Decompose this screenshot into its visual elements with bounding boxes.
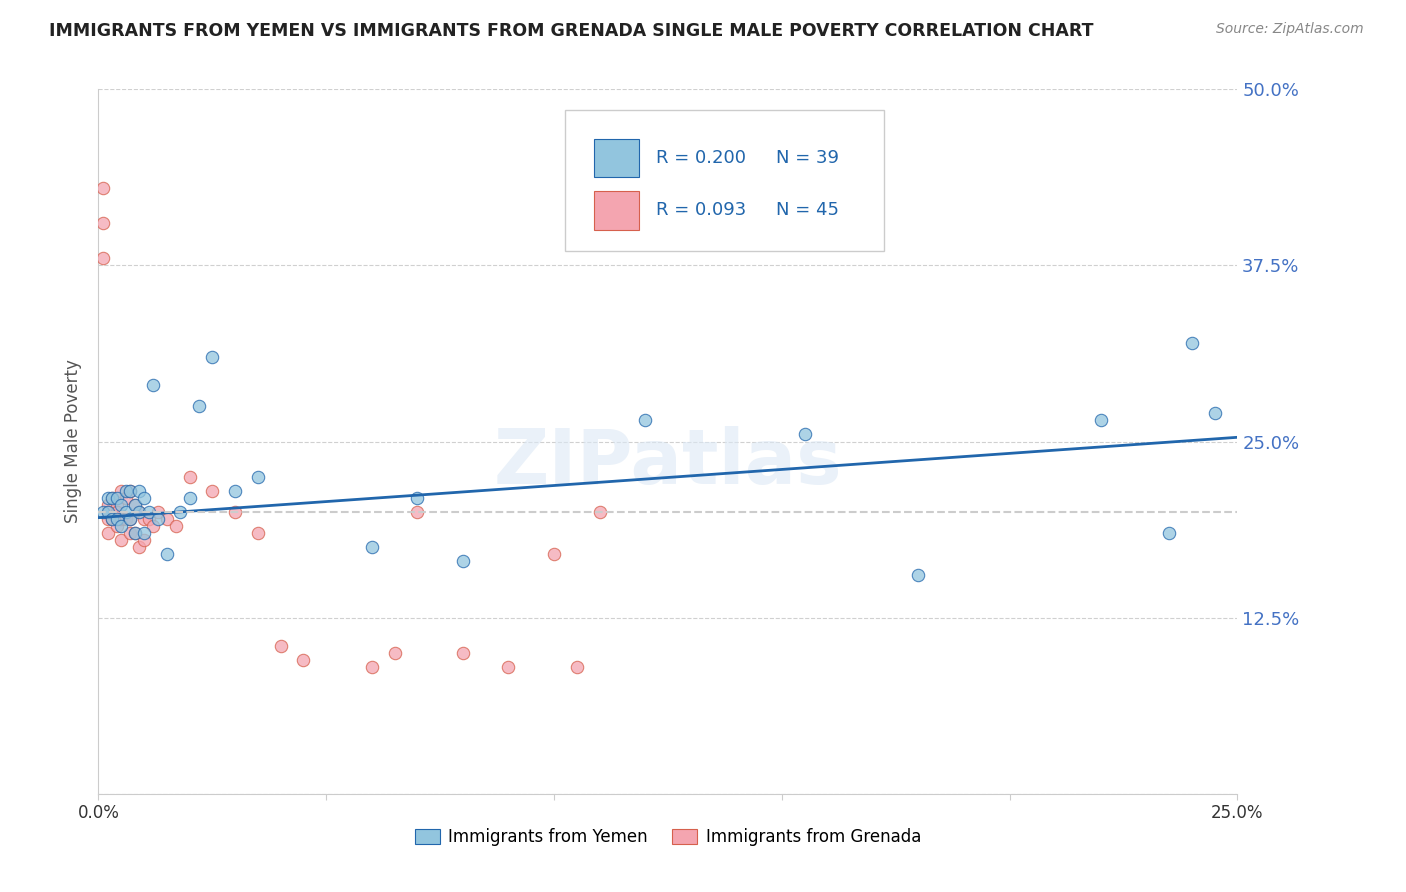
- Point: [120, 512, 142, 526]
- Point: [187, 399, 209, 413]
- Point: [156, 547, 179, 561]
- Point: [146, 512, 169, 526]
- Point: [124, 526, 146, 541]
- Point: [406, 505, 429, 519]
- Point: [91, 216, 114, 230]
- Point: [124, 526, 146, 541]
- Point: [1181, 335, 1204, 350]
- Text: IMMIGRANTS FROM YEMEN VS IMMIGRANTS FROM GRENADA SINGLE MALE POVERTY CORRELATION: IMMIGRANTS FROM YEMEN VS IMMIGRANTS FROM…: [49, 22, 1094, 40]
- Point: [406, 491, 429, 505]
- Point: [110, 512, 132, 526]
- Point: [96, 491, 118, 505]
- Point: [292, 653, 315, 667]
- Point: [110, 483, 132, 498]
- Point: [451, 554, 474, 568]
- Point: [201, 350, 224, 364]
- Point: [270, 639, 292, 653]
- Point: [179, 491, 201, 505]
- Point: [110, 533, 132, 548]
- Bar: [593, 138, 640, 178]
- Point: [142, 519, 165, 533]
- Point: [120, 483, 142, 498]
- Point: [120, 483, 142, 498]
- Point: [146, 505, 169, 519]
- Point: [114, 483, 136, 498]
- Point: [451, 646, 474, 660]
- Point: [138, 512, 160, 526]
- Point: [114, 491, 136, 505]
- Text: N = 39: N = 39: [776, 149, 839, 167]
- Point: [105, 512, 128, 526]
- Point: [96, 526, 118, 541]
- Point: [114, 505, 136, 519]
- Point: [101, 512, 124, 526]
- Point: [1204, 406, 1226, 420]
- Text: N = 45: N = 45: [776, 202, 839, 219]
- Point: [498, 660, 520, 674]
- Point: [224, 505, 246, 519]
- Text: R = 0.200: R = 0.200: [657, 149, 747, 167]
- Point: [105, 491, 128, 505]
- Point: [105, 505, 128, 519]
- Point: [128, 505, 150, 519]
- Point: [110, 519, 132, 533]
- Point: [91, 181, 114, 195]
- Point: [101, 491, 124, 505]
- Point: [105, 498, 128, 512]
- Point: [120, 526, 142, 541]
- Point: [793, 427, 815, 442]
- Point: [1157, 526, 1180, 541]
- Text: R = 0.093: R = 0.093: [657, 202, 747, 219]
- Point: [124, 498, 146, 512]
- Point: [246, 469, 269, 483]
- Legend: Immigrants from Yemen, Immigrants from Grenada: Immigrants from Yemen, Immigrants from G…: [408, 822, 928, 853]
- Point: [634, 413, 657, 427]
- Point: [124, 498, 146, 512]
- Point: [138, 505, 160, 519]
- Point: [105, 519, 128, 533]
- Point: [543, 547, 565, 561]
- Point: [132, 526, 155, 541]
- Point: [91, 252, 114, 266]
- Point: [132, 512, 155, 526]
- Point: [128, 505, 150, 519]
- Point: [565, 660, 588, 674]
- Point: [169, 505, 191, 519]
- Point: [96, 505, 118, 519]
- Point: [384, 646, 406, 660]
- Point: [179, 469, 201, 483]
- Point: [128, 541, 150, 555]
- Point: [120, 512, 142, 526]
- Point: [96, 512, 118, 526]
- Bar: [593, 192, 640, 230]
- Point: [156, 512, 179, 526]
- Point: [907, 568, 929, 582]
- Point: [165, 519, 187, 533]
- Point: [110, 498, 132, 512]
- Point: [132, 533, 155, 548]
- Point: [101, 512, 124, 526]
- Point: [224, 483, 246, 498]
- Point: [360, 541, 382, 555]
- Point: [91, 505, 114, 519]
- Text: Source: ZipAtlas.com: Source: ZipAtlas.com: [1216, 22, 1364, 37]
- Point: [114, 512, 136, 526]
- Point: [128, 483, 150, 498]
- Point: [246, 526, 269, 541]
- Point: [101, 491, 124, 505]
- Point: [142, 378, 165, 392]
- Point: [1090, 413, 1112, 427]
- FancyBboxPatch shape: [565, 111, 884, 252]
- Point: [96, 505, 118, 519]
- Point: [96, 498, 118, 512]
- Point: [360, 660, 382, 674]
- Point: [132, 491, 155, 505]
- Point: [588, 505, 610, 519]
- Y-axis label: Single Male Poverty: Single Male Poverty: [65, 359, 83, 524]
- Text: ZIPatlas: ZIPatlas: [494, 425, 842, 500]
- Point: [201, 483, 224, 498]
